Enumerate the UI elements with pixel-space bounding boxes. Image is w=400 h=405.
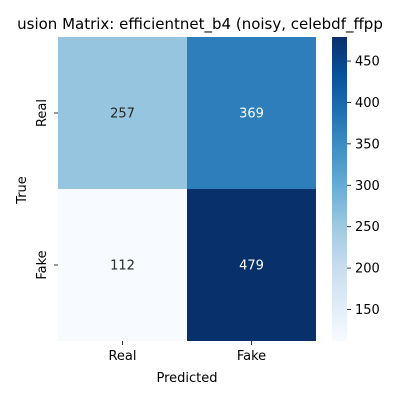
heatmap-cell-labels: 257 369 112 479 — [110, 107, 264, 274]
cell-value-label: 369 — [239, 107, 264, 122]
cell-value-label: 257 — [110, 107, 135, 122]
colorbar-tick-label: 400 — [355, 96, 380, 111]
colorbar-tick-label: 450 — [355, 55, 380, 70]
colorbar-tick-label: 350 — [355, 137, 380, 152]
colorbar-tick-label: 150 — [355, 303, 380, 318]
heatmap-cell — [187, 37, 316, 189]
colorbar-ticks: 150 200 250 300 350 400 450 — [347, 55, 380, 318]
heatmap-cells — [58, 37, 316, 341]
cell-value-label: 112 — [110, 259, 135, 274]
y-axis-ticks: Real Fake — [35, 99, 58, 280]
colorbar — [332, 37, 347, 341]
heatmap-cell — [58, 189, 187, 341]
y-tick-label: Fake — [35, 250, 50, 279]
y-axis-label: True — [15, 176, 30, 205]
x-tick-label: Fake — [237, 349, 266, 364]
colorbar-tick-label: 300 — [355, 179, 380, 194]
y-tick-label: Real — [35, 99, 50, 127]
x-tick-label: Real — [108, 349, 136, 364]
colorbar-tick-label: 250 — [355, 220, 380, 235]
x-axis-ticks: Real Fake — [108, 341, 266, 364]
heatmap-cell — [187, 189, 316, 341]
chart-title: usion Matrix: efficientnet_b4 (noisy, ce… — [17, 15, 383, 34]
cell-value-label: 479 — [239, 259, 264, 274]
colorbar-tick-label: 200 — [355, 262, 380, 277]
x-axis-label: Predicted — [156, 371, 217, 386]
heatmap-cell — [58, 37, 187, 189]
